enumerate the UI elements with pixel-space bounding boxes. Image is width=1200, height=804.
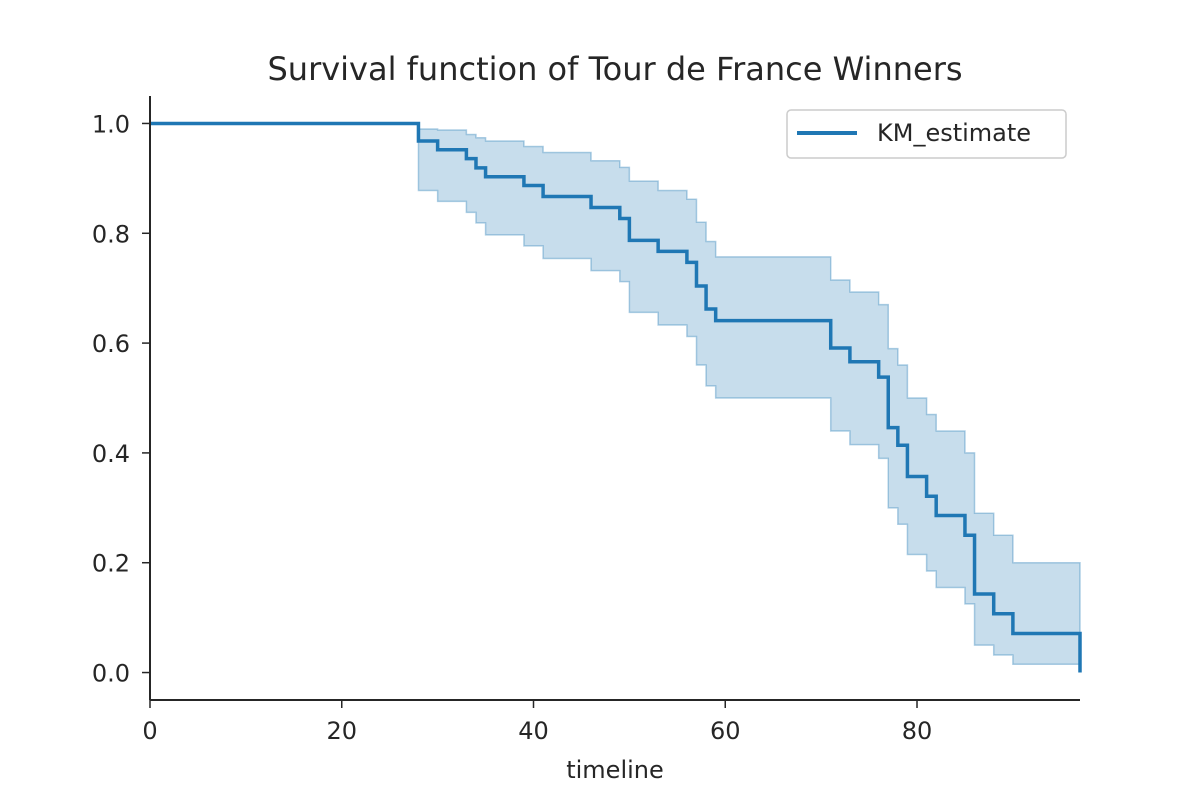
x-tick-label: 80 [902,717,933,745]
legend-box [786,109,1067,159]
chart-title: Survival function of Tour de France Winn… [267,50,962,88]
y-tick-label: 0.4 [92,440,130,468]
x-axis-ticks: 0 20 40 60 80 [142,700,932,745]
x-tick-label: 20 [326,717,357,745]
x-tick-label: 0 [142,717,157,745]
km-estimate-line [150,121,1082,673]
confidence-interval-band [150,122,1081,666]
y-tick-label: 0.2 [92,550,130,578]
y-tick-label: 0.8 [92,220,130,248]
y-tick-label: 0.0 [92,660,130,688]
x-tick-label: 40 [518,717,549,745]
legend: KM_estimate [786,109,1067,159]
x-axis-label: timeline [566,756,664,784]
plot-area [150,121,1082,673]
x-tick-label: 60 [710,717,741,745]
legend-label: KM_estimate [877,119,1031,147]
y-tick-label: 1.0 [92,110,130,138]
y-tick-label: 0.6 [92,330,130,358]
y-axis-ticks: 0.0 0.2 0.4 0.6 0.8 1.0 [92,110,150,688]
